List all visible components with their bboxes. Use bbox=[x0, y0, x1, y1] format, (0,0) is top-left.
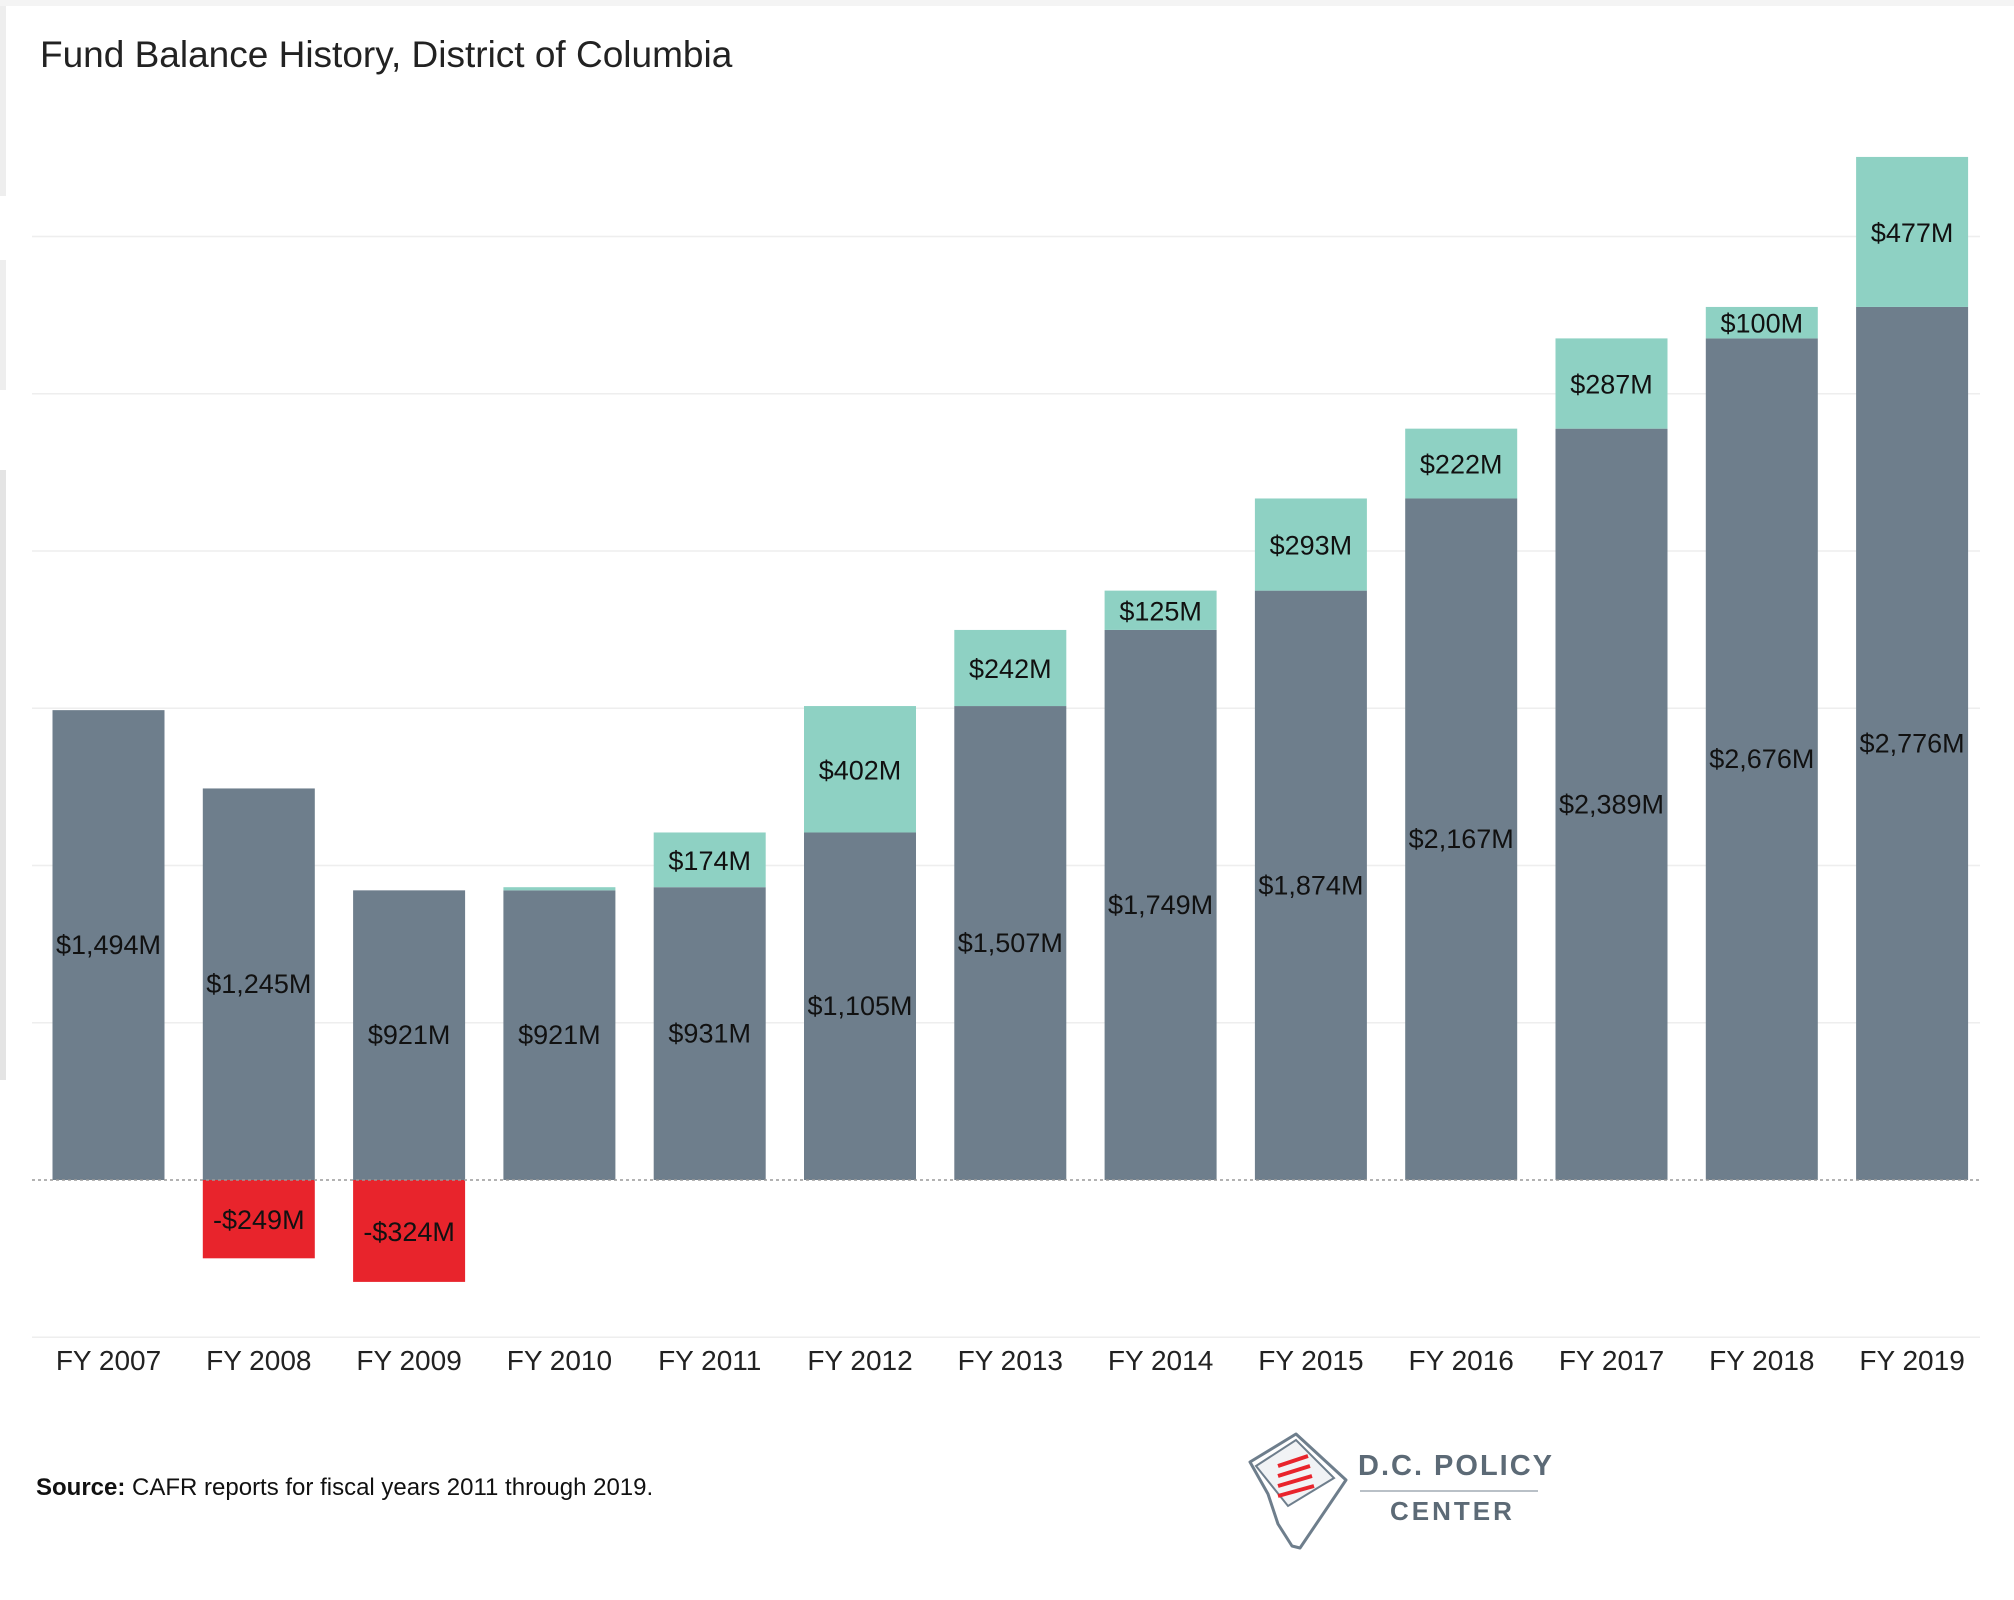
data-label-base: $2,776M bbox=[1860, 728, 1965, 758]
data-label-base: $1,245M bbox=[206, 969, 311, 999]
bar-base bbox=[1705, 338, 1818, 1180]
data-label-base: $2,676M bbox=[1709, 744, 1814, 774]
data-label-delta: -$324M bbox=[363, 1217, 455, 1247]
data-label-delta: $174M bbox=[668, 846, 751, 876]
logo-divider bbox=[1360, 1490, 1538, 1492]
bar-base bbox=[1405, 498, 1518, 1180]
x-tick-label: FY 2010 bbox=[507, 1345, 612, 1376]
bar-base bbox=[954, 706, 1067, 1180]
bar-increase bbox=[954, 629, 1067, 707]
left-gutter-segment bbox=[0, 6, 6, 196]
bar-increase bbox=[1405, 428, 1518, 499]
data-label-delta: $477M bbox=[1871, 218, 1954, 248]
data-label-delta: $125M bbox=[1119, 596, 1202, 626]
x-tick-label: FY 2011 bbox=[658, 1345, 761, 1376]
bar-increase bbox=[1104, 590, 1217, 630]
bar-base bbox=[1555, 428, 1668, 1180]
data-label-base: $921M bbox=[518, 1020, 601, 1050]
x-tick-label: FY 2008 bbox=[206, 1345, 311, 1376]
data-label-base: $931M bbox=[668, 1019, 751, 1049]
data-label-delta: $402M bbox=[819, 755, 902, 785]
bar-base bbox=[353, 890, 466, 1180]
x-tick-label: FY 2016 bbox=[1409, 1345, 1514, 1376]
bar-base bbox=[503, 890, 616, 1180]
bar-base bbox=[804, 832, 916, 1180]
data-label-base: $2,167M bbox=[1409, 824, 1514, 854]
x-tick-label: FY 2015 bbox=[1258, 1345, 1363, 1376]
x-tick-label: FY 2014 bbox=[1108, 1345, 1213, 1376]
bar-base bbox=[1856, 306, 1969, 1180]
data-label-base: $2,389M bbox=[1559, 789, 1664, 819]
data-label-delta: -$249M bbox=[213, 1205, 305, 1235]
data-label-base: $1,507M bbox=[958, 928, 1063, 958]
x-tick-label: FY 2019 bbox=[1859, 1345, 1964, 1376]
data-label-delta: $222M bbox=[1420, 450, 1503, 480]
bar-increase bbox=[804, 706, 916, 833]
x-tick-label: FY 2012 bbox=[807, 1345, 912, 1376]
x-tick-label: FY 2018 bbox=[1709, 1345, 1814, 1376]
data-label-base: $1,749M bbox=[1108, 890, 1213, 920]
top-border bbox=[0, 0, 2014, 6]
chart-title: Fund Balance History, District of Columb… bbox=[40, 34, 733, 75]
bar-base bbox=[52, 710, 165, 1180]
x-tick-label: FY 2013 bbox=[958, 1345, 1063, 1376]
bar-base bbox=[653, 887, 766, 1180]
bar-base bbox=[202, 788, 315, 1180]
bar-increase bbox=[503, 887, 616, 891]
data-label-base: $1,105M bbox=[807, 991, 912, 1021]
logo-text-line2: CENTER bbox=[1390, 1496, 1515, 1526]
data-label-base: $921M bbox=[368, 1020, 451, 1050]
bar-decrease bbox=[353, 1180, 466, 1282]
x-tick-label: FY 2009 bbox=[356, 1345, 461, 1376]
data-label-delta: $242M bbox=[969, 654, 1052, 684]
data-label-delta: $100M bbox=[1721, 309, 1804, 339]
dc-map-logo-icon bbox=[1248, 1432, 1348, 1550]
data-label-delta: $287M bbox=[1570, 370, 1653, 400]
left-gutter-segment bbox=[0, 470, 6, 1080]
x-tick-label: FY 2007 bbox=[56, 1345, 161, 1376]
bar-increase bbox=[1705, 306, 1818, 339]
bar-chart: $1,494M FY 2007 $1,245M -$249M FY 2008 $921M -… bbox=[32, 156, 1980, 1376]
bar-decrease bbox=[202, 1180, 315, 1259]
dc-policy-center-logo: D.C. POLICY CENTER bbox=[1238, 1428, 1598, 1558]
bar-base bbox=[1104, 629, 1217, 1180]
bar-increase bbox=[1555, 338, 1668, 429]
bar-increase bbox=[1254, 498, 1367, 591]
left-gutter-segment bbox=[0, 260, 6, 390]
data-label-base: $1,494M bbox=[56, 930, 161, 960]
data-label-delta: $293M bbox=[1270, 531, 1353, 561]
source-label: Source: bbox=[36, 1474, 126, 1501]
data-label-base: $1,874M bbox=[1258, 870, 1363, 900]
source-text: CAFR reports for fiscal years 2011 throu… bbox=[125, 1474, 654, 1501]
x-tick-label: FY 2017 bbox=[1559, 1345, 1664, 1376]
bar-base bbox=[1254, 590, 1367, 1180]
source-note: Source: CAFR reports for fiscal years 20… bbox=[36, 1474, 653, 1502]
logo-text-line1: D.C. POLICY bbox=[1358, 1450, 1555, 1482]
bar-increase bbox=[653, 832, 766, 888]
bar-increase bbox=[1856, 156, 1969, 307]
